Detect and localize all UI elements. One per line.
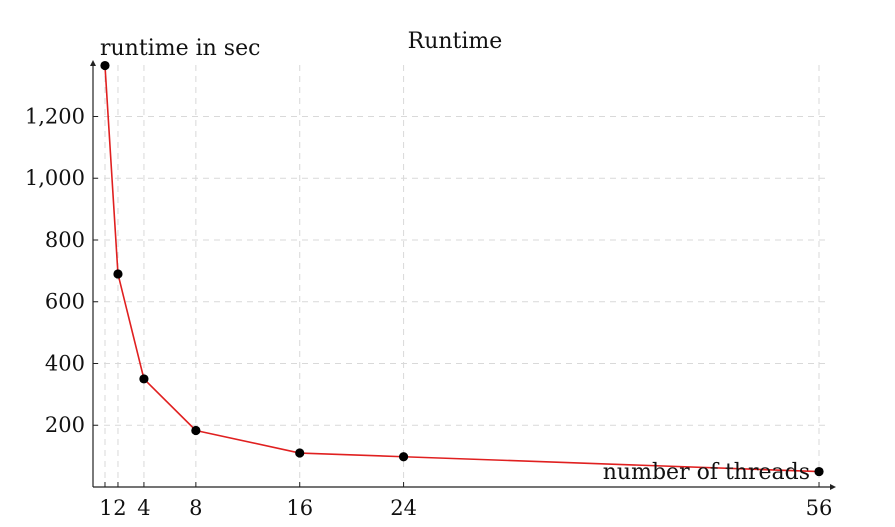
x-tick-label-24: 24 [390,496,417,520]
x-tick-label-56: 56 [806,496,833,520]
data-point-2 [113,269,123,279]
x-axis-arrow [830,484,836,490]
series-line-0 [104,65,820,473]
y-tick-label-200: 200 [45,413,85,437]
grid-layer [93,65,830,487]
x-tick-label-1: 1 [99,496,112,520]
x-axis-label: number of threads [603,460,810,485]
labels-layer: Runtime runtime in sec number of threads [100,29,810,485]
x-tick-label-2: 2 [113,496,126,520]
y-axis-label: runtime in sec [100,36,260,61]
data-point-56 [814,466,824,477]
line-layer [104,65,820,473]
y-tick-label-600: 600 [45,290,85,314]
y-tick-label-1000: 1,000 [25,166,85,190]
data-point-24 [398,452,409,462]
y-tick-label-1200: 1,200 [25,104,85,128]
y-axis-arrow [90,60,96,66]
data-point-1 [100,60,110,71]
y-tick-label-400: 400 [45,351,85,375]
chart-title: Runtime [408,29,503,54]
points-layer [100,60,824,477]
data-point-8 [191,425,201,436]
axes-layer [90,60,836,490]
data-point-4 [139,374,149,384]
y-tick-label-800: 800 [45,228,85,252]
x-tick-label-4: 4 [137,496,150,520]
x-tick-label-8: 8 [189,496,202,520]
x-tick-label-16: 16 [286,496,313,520]
data-point-16 [295,448,305,458]
